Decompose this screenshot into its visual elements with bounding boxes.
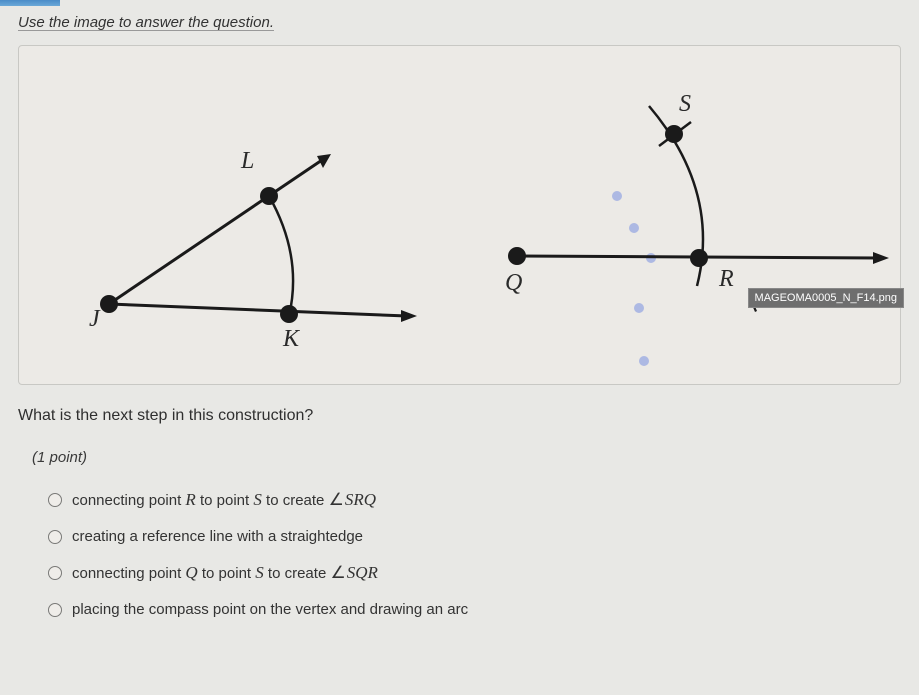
question-body: What is the next step in this constructi… xyxy=(0,385,919,618)
question-text: What is the next step in this constructi… xyxy=(18,407,901,425)
option-3-label: placing the compass point on the vertex … xyxy=(72,601,468,618)
options-group: connecting point R to point S to create … xyxy=(48,490,901,618)
arc-LK xyxy=(269,196,293,316)
point-S xyxy=(665,125,683,143)
compass-mark xyxy=(639,356,649,366)
top-accent-bar xyxy=(0,0,60,6)
option-1-label: creating a reference line with a straigh… xyxy=(72,528,363,545)
diagram-frame: J L K Q R S MAGEOMA0005_N_F14.png xyxy=(18,45,901,385)
arrowhead-QR xyxy=(873,252,889,264)
point-K xyxy=(280,305,298,323)
compass-mark xyxy=(612,191,622,201)
option-1[interactable]: creating a reference line with a straigh… xyxy=(48,528,901,545)
geometry-diagram: J L K Q R S xyxy=(19,46,899,384)
option-2-label: connecting point Q to point S to create … xyxy=(72,563,378,583)
ray-JK xyxy=(109,304,407,316)
label-K: K xyxy=(282,326,301,352)
point-R xyxy=(690,249,708,267)
image-tooltip: MAGEOMA0005_N_F14.png xyxy=(748,288,904,308)
points-label: (1 point) xyxy=(32,449,901,466)
label-R: R xyxy=(718,266,734,292)
label-J: J xyxy=(89,306,101,332)
compass-mark xyxy=(629,223,639,233)
arrowhead-JK xyxy=(401,310,417,322)
radio-icon[interactable] xyxy=(48,603,62,617)
point-J xyxy=(100,295,118,313)
option-0-label: connecting point R to point S to create … xyxy=(72,490,376,510)
radio-icon[interactable] xyxy=(48,566,62,580)
radio-icon[interactable] xyxy=(48,493,62,507)
instruction-text: Use the image to answer the question. xyxy=(0,0,919,39)
label-L: L xyxy=(240,148,254,174)
option-3[interactable]: placing the compass point on the vertex … xyxy=(48,601,901,618)
point-L xyxy=(260,187,278,205)
label-Q: Q xyxy=(505,270,522,296)
radio-icon[interactable] xyxy=(48,530,62,544)
option-0[interactable]: connecting point R to point S to create … xyxy=(48,490,901,510)
option-2[interactable]: connecting point Q to point S to create … xyxy=(48,563,901,583)
point-Q xyxy=(508,247,526,265)
label-S: S xyxy=(679,91,691,117)
compass-mark xyxy=(634,303,644,313)
